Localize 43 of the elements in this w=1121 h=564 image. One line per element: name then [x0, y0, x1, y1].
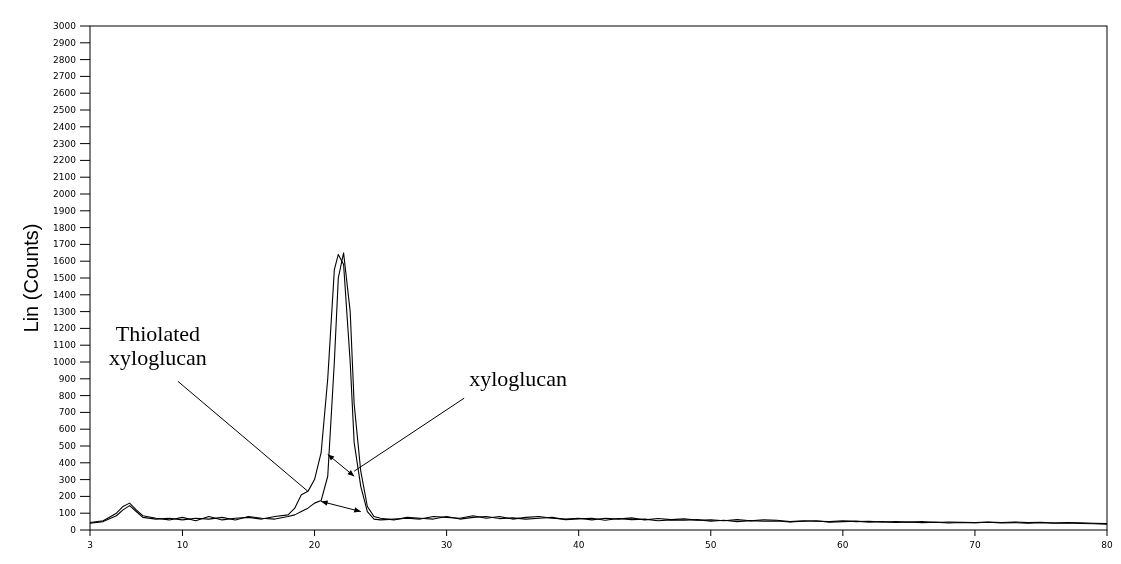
x-tick-label: 40	[572, 540, 585, 550]
x-tick-label: 3	[87, 540, 93, 550]
y-axis-title: Lin (Counts)	[20, 223, 42, 333]
y-tick-label: 700	[58, 407, 77, 418]
x-tick-label: 70	[969, 540, 981, 550]
y-tick-label: 2200	[53, 155, 77, 166]
y-tick-label: 3000	[53, 21, 77, 31]
y-tick-label: 1600	[53, 256, 77, 267]
y-tick-label: 800	[58, 390, 77, 401]
y-tick-label: 300	[58, 474, 77, 485]
y-tick-label: 2600	[53, 88, 77, 99]
y-tick-label: 2000	[53, 189, 77, 199]
y-tick-label: 1700	[53, 239, 77, 250]
y-tick-label: 0	[70, 525, 77, 535]
y-tick-label: 2800	[53, 54, 77, 65]
y-tick-label: 2700	[53, 71, 77, 82]
y-tick-label: 1900	[53, 205, 77, 216]
y-tick-label: 1500	[53, 273, 77, 283]
x-tick-label: 50	[705, 540, 717, 550]
y-tick-label: 600	[58, 424, 77, 435]
y-tick-label: 1100	[53, 340, 77, 351]
y-tick-label: 2300	[53, 138, 77, 149]
y-tick-label: 1000	[53, 357, 77, 367]
y-tick-label: 2900	[53, 37, 77, 48]
x-tick-label: 10	[176, 540, 189, 550]
y-tick-label: 1400	[53, 289, 77, 300]
y-tick-label: 1300	[53, 306, 77, 317]
x-tick-label: 80	[1101, 540, 1113, 550]
annotation: xyloglucan	[469, 366, 567, 392]
annotation: Thiolated xyloglucan	[109, 321, 207, 371]
y-tick-label: 1800	[53, 222, 77, 233]
y-tick-label: 2100	[53, 172, 77, 183]
y-tick-label: 900	[58, 373, 77, 384]
y-tick-label: 200	[58, 491, 77, 502]
y-tick-label: 500	[58, 441, 77, 451]
y-tick-label: 100	[58, 508, 77, 519]
y-tick-label: 400	[58, 457, 77, 468]
y-tick-label: 2500	[53, 105, 77, 115]
y-tick-label: 2400	[53, 121, 77, 132]
y-tick-label: 1200	[53, 323, 77, 334]
x-tick-label: 60	[837, 540, 849, 550]
x-tick-label: 20	[308, 540, 321, 550]
x-tick-label: 30	[440, 540, 453, 550]
